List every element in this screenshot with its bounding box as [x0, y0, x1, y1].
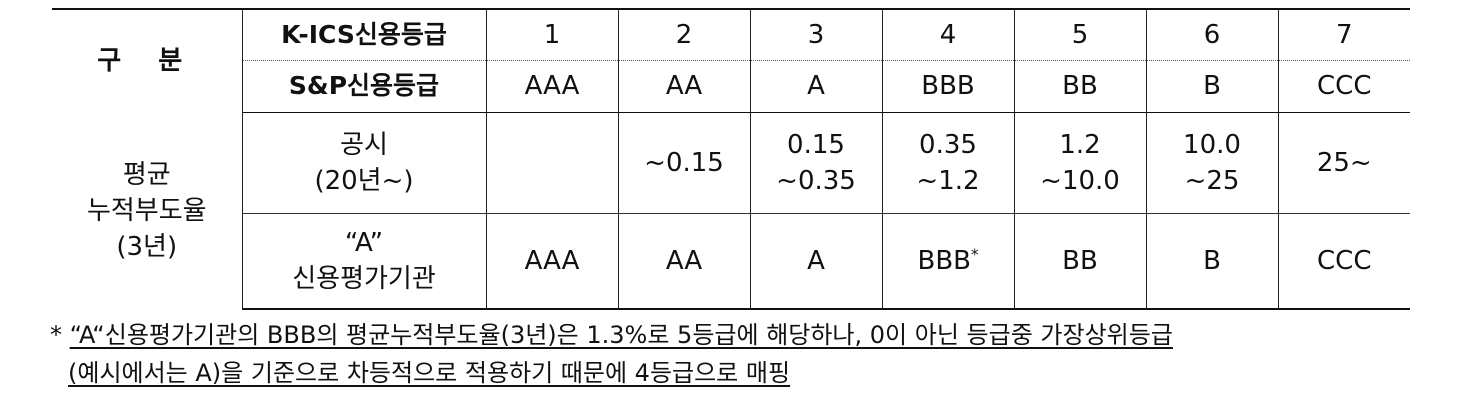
footnote-text: (예시에서는 A)을 기준으로 차등적으로 적용하기 때문에 4등급으로 매핑	[68, 359, 791, 387]
value-line: ~0.15	[644, 147, 724, 178]
disclosure-label-line: 공시	[340, 129, 388, 160]
value-line: ~25	[1184, 165, 1240, 196]
agency-label-line: 신용평가기관	[292, 263, 436, 294]
value-line: 1.2	[1059, 129, 1101, 160]
avg-label-line: 누적부도율	[86, 195, 207, 226]
value-line: 0.35	[919, 129, 977, 160]
disclosure-value-cell	[486, 112, 619, 214]
value-line: ~0.35	[776, 165, 856, 196]
kics-grade-label: K-ICS신용등급	[242, 8, 487, 61]
disclosure-label: 공시 (20년~)	[242, 112, 487, 214]
agency-value-text: BBB	[917, 245, 971, 276]
agency-value-cell: B	[1146, 213, 1279, 310]
value-line: 25~	[1316, 147, 1372, 178]
kics-grade-cell: 1	[486, 8, 619, 61]
kics-grade-cell: 7	[1278, 8, 1410, 61]
header-row-sp: S&P신용등급 AAA AA A BBB BB B CCC	[52, 60, 1410, 113]
footnote-text: “A“신용평가기관의 BBB의 평균누적부도율(3년)은 1.3%로 5등급에 …	[69, 321, 1173, 349]
agency-value-cell: A	[750, 213, 883, 310]
value-line: ~10.0	[1040, 165, 1120, 196]
agency-value-cell: AAA	[486, 213, 619, 310]
sp-rating-cell: A	[750, 60, 883, 113]
value-line: 0.15	[787, 129, 845, 160]
disclosure-value-cell: 25~	[1278, 112, 1410, 214]
sp-rating-cell: AA	[618, 60, 751, 113]
kics-grade-cell: 6	[1146, 8, 1279, 61]
footnote-marker: *	[971, 245, 979, 264]
disclosure-value-cell: 0.15 ~0.35	[750, 112, 883, 214]
footnote: * “A“신용평가기관의 BBB의 평균누적부도율(3년)은 1.3%로 5등급…	[50, 316, 1430, 392]
disclosure-value-cell: 10.0 ~25	[1146, 112, 1279, 214]
footnote-line: (예시에서는 A)을 기준으로 차등적으로 적용하기 때문에 4등급으로 매핑	[50, 354, 1430, 392]
sp-rating-cell: BB	[1014, 60, 1147, 113]
kics-grade-cell: 4	[882, 8, 1015, 61]
footnote-marker: *	[50, 321, 62, 349]
disclosure-value-cell: 1.2 ~10.0	[1014, 112, 1147, 214]
disclosure-value-cell: ~0.15	[618, 112, 751, 214]
gubun-header: 구 분	[52, 8, 243, 112]
agency-value-cell: CCC	[1278, 213, 1410, 310]
sp-rating-cell: BBB	[882, 60, 1015, 113]
disclosure-label-line: (20년~)	[314, 165, 414, 196]
footnote-line: * “A“신용평가기관의 BBB의 평균누적부도율(3년)은 1.3%로 5등급…	[50, 316, 1430, 354]
value-line: ~1.2	[916, 165, 980, 196]
agency-row: “A” 신용평가기관 AAA AA A BBB* BB B CCC	[52, 213, 1410, 310]
agency-value-cell: AA	[618, 213, 751, 310]
kics-grade-cell: 2	[618, 8, 751, 61]
agency-value-cell: BB	[1014, 213, 1147, 310]
agency-label: “A” 신용평가기관	[242, 213, 487, 310]
sp-rating-cell: AAA	[486, 60, 619, 113]
avg-label-line: 평균	[122, 159, 171, 190]
avg-default-rate-label: 평균 누적부도율 (3년)	[52, 112, 243, 309]
kics-grade-cell: 3	[750, 8, 883, 61]
credit-grade-mapping-table: 구 분 K-ICS신용등급 1 2 3 4 5 6 7 S&P신용등급 AAA …	[52, 8, 1410, 310]
agency-value-cell-bbb: BBB*	[882, 213, 1015, 310]
kics-grade-cell: 5	[1014, 8, 1147, 61]
avg-label-line: (3년)	[116, 231, 178, 262]
agency-label-line: “A”	[344, 227, 384, 258]
sp-rating-cell: CCC	[1278, 60, 1410, 113]
disclosure-value-cell: 0.35 ~1.2	[882, 112, 1015, 214]
sp-grade-label: S&P신용등급	[242, 60, 487, 113]
header-row-kics: 구 분 K-ICS신용등급 1 2 3 4 5 6 7	[52, 8, 1410, 112]
value-line: 10.0	[1183, 129, 1241, 160]
disclosure-row: 평균 누적부도율 (3년) 공시 (20년~) ~0.15 0.15 ~0.35	[52, 112, 1410, 309]
sp-rating-cell: B	[1146, 60, 1279, 113]
